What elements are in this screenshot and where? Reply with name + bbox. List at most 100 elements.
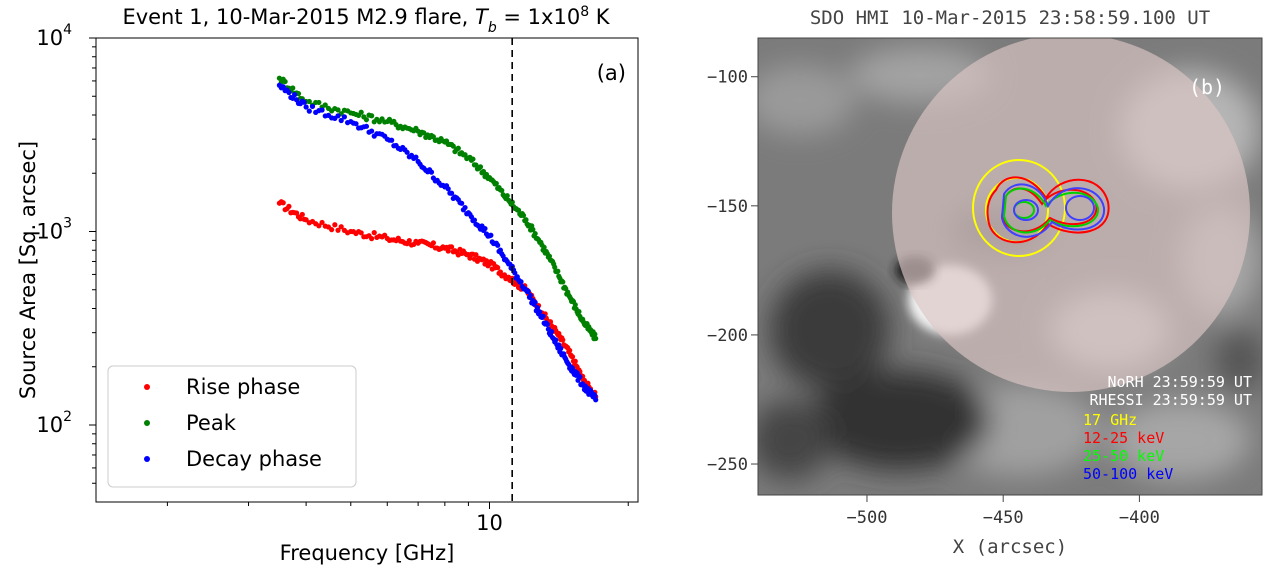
- data-point: [560, 279, 566, 285]
- title-prefix: Event 1, 10-Mar-2015 M2.9 flare,: [122, 5, 475, 29]
- legend-box: [107, 365, 357, 488]
- data-point: [488, 232, 494, 238]
- contour-50-100kev: [1000, 183, 1106, 238]
- ticks: 102 103 104 10: [36, 22, 629, 535]
- x-tick-label: 10: [476, 511, 503, 535]
- data-point: [319, 107, 325, 113]
- data-point: [593, 397, 599, 403]
- data-point: [369, 236, 375, 242]
- title-mid: = 1x10: [497, 5, 580, 29]
- data-point: [286, 203, 292, 209]
- contour-legend-label: 17 GHz: [1083, 411, 1137, 429]
- data-point: [553, 337, 559, 343]
- data-point: [430, 240, 436, 246]
- data-point: [282, 78, 288, 85]
- legend-marker: [144, 384, 150, 390]
- data-point: [341, 114, 347, 120]
- data-point: [495, 265, 501, 271]
- data-point: [316, 223, 322, 229]
- data-point: [540, 313, 546, 319]
- data-point: [504, 193, 510, 199]
- y-tick-label: 104: [36, 22, 72, 50]
- data-point: [319, 219, 325, 226]
- panel-b-ticks: −500 −450 −400 −100 −150 −200 −250: [707, 68, 1160, 528]
- data-point: [572, 302, 578, 308]
- data-point: [593, 335, 599, 342]
- data-point: [448, 190, 455, 196]
- data-point: [537, 309, 543, 315]
- data-point: [512, 270, 518, 276]
- panel-b-x-axis-label: X (arcsec): [953, 536, 1067, 558]
- data-point: [534, 305, 541, 311]
- y-tick-label: 102: [36, 409, 72, 437]
- data-point: [509, 199, 515, 205]
- data-point: [445, 186, 451, 192]
- data-point: [292, 91, 298, 98]
- legend-label: Decay phase: [186, 447, 322, 471]
- legend-label: Peak: [186, 411, 237, 435]
- data-point: [309, 103, 316, 110]
- data-point: [532, 299, 538, 305]
- data-point: [572, 358, 578, 364]
- data-point: [306, 108, 312, 114]
- data-point: [558, 345, 564, 352]
- data-point: [369, 128, 375, 134]
- data-point: [577, 374, 583, 380]
- data-point: [482, 225, 488, 232]
- panel-b: SDO HMI 10-Mar-2015 23:58:59.100 UT: [707, 7, 1263, 558]
- title-sub: b: [488, 20, 497, 36]
- data-point: [421, 130, 427, 136]
- y-axis-label: Source Area [Sq. arcsec]: [16, 141, 40, 399]
- data-point: [532, 231, 538, 237]
- data-point: [329, 227, 335, 233]
- data-point: [363, 123, 370, 129]
- data-point: [299, 211, 305, 218]
- data-point: [406, 237, 412, 244]
- panel-b-y-tick-label: −150: [707, 197, 748, 217]
- panel-b-x-tick-label: −500: [846, 508, 887, 528]
- data-point: [495, 242, 501, 248]
- panel-b-title: SDO HMI 10-Mar-2015 23:58:59.100 UT: [810, 7, 1210, 29]
- contour-legend-label: 50-100 keV: [1083, 465, 1173, 483]
- title-sup: 8: [580, 4, 589, 20]
- data-point: [541, 244, 547, 250]
- data-point: [477, 164, 484, 170]
- data-point: [303, 104, 309, 110]
- info-line-rhessi: RHESSI 23:59:59 UT: [1089, 391, 1252, 409]
- data-point: [338, 224, 344, 230]
- data-point: [286, 89, 292, 96]
- data-point: [293, 210, 300, 216]
- svg-text:Frequency [GHz]: Frequency [GHz]: [280, 541, 455, 565]
- data-point: [358, 230, 364, 236]
- data-point: [404, 149, 410, 155]
- panel-b-x-tick-label: −450: [983, 508, 1024, 528]
- data-point: [576, 308, 582, 315]
- data-point: [413, 154, 419, 160]
- info-line-norh: NoRH 23:59:59 UT: [1108, 373, 1253, 391]
- data-point: [527, 292, 534, 299]
- panel-a-title: Event 1, 10-Mar-2015 M2.9 flare, Tb = 1x…: [122, 4, 610, 36]
- magnetogram: [758, 38, 1262, 495]
- panel-a: Event 1, 10-Mar-2015 M2.9 flare, Tb = 1x…: [16, 4, 639, 565]
- data-point: [518, 279, 524, 285]
- y-tick-label: 103: [36, 215, 72, 243]
- panel-b-y-tick-label: −250: [707, 455, 748, 475]
- legend-marker: [144, 420, 150, 426]
- data-point: [569, 354, 576, 360]
- data-point: [552, 264, 558, 270]
- data-point: [445, 248, 451, 254]
- data-point: [389, 137, 395, 143]
- data-point: [335, 227, 341, 233]
- data-point: [297, 216, 303, 222]
- data-point: [555, 268, 561, 274]
- data-point: [353, 121, 359, 127]
- data-point: [280, 200, 286, 206]
- contour-legend-label: 25-50 keV: [1083, 447, 1164, 465]
- panel-b-y-tick-label: −200: [707, 326, 748, 346]
- data-point: [335, 107, 341, 113]
- data-point: [499, 187, 505, 194]
- series-decay-phase: [276, 82, 599, 403]
- data-points: [276, 75, 599, 403]
